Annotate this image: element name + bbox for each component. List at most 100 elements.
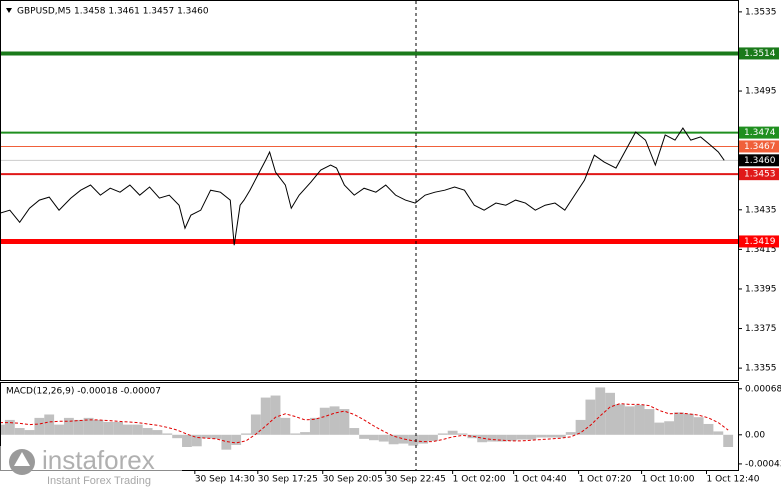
- macd-frame: [0, 382, 739, 471]
- histogram-bar: [683, 413, 694, 435]
- histogram-bar: [624, 406, 635, 435]
- histogram-bar: [44, 414, 55, 435]
- histogram-bar: [221, 434, 232, 450]
- macd-title: MACD(12,26,9) -0.00018 -0.00007: [6, 387, 161, 397]
- histogram-bar: [674, 412, 684, 435]
- histogram-bar: [172, 434, 183, 439]
- logo-tagline: Instant Forex Trading: [47, 475, 151, 487]
- histogram-bar: [546, 434, 556, 438]
- price-tag: [739, 154, 779, 167]
- histogram-bar: [654, 422, 665, 435]
- histogram-bar: [575, 419, 586, 435]
- histogram-bar: [516, 434, 527, 440]
- histogram-bar: [123, 424, 133, 435]
- histogram-bar: [329, 406, 340, 435]
- x-tick-label: 30 Sep 17:25: [258, 475, 318, 485]
- x-tick-label: 30 Sep 22:45: [386, 475, 446, 485]
- histogram-bar: [506, 434, 517, 441]
- histogram-bar: [359, 434, 369, 439]
- histogram-bar: [408, 434, 419, 446]
- histogram-bar: [63, 417, 74, 435]
- histogram-bar: [467, 434, 478, 439]
- histogram-bar: [634, 405, 645, 435]
- histogram-bar: [300, 432, 310, 435]
- price-tag-label: 1.3419: [744, 237, 776, 247]
- menu-triangle: [6, 8, 12, 13]
- histogram-bar: [54, 424, 64, 435]
- histogram-bar: [388, 434, 399, 445]
- histogram-bar: [241, 433, 251, 435]
- histogram-bar: [290, 433, 301, 435]
- histogram-bar: [280, 417, 291, 435]
- histogram-bar: [103, 421, 114, 435]
- histogram-bar: [211, 434, 222, 439]
- price-tag-label: 1.3474: [744, 128, 776, 138]
- price-tag-label: 1.3453: [744, 170, 776, 180]
- histogram-bar: [152, 430, 163, 435]
- x-tick-label: 1 Oct 12:40: [707, 475, 760, 485]
- histogram-bar: [723, 434, 734, 447]
- histogram-bar: [447, 430, 458, 435]
- histogram-bar: [270, 395, 281, 435]
- y-tick-label: 1.3535: [745, 7, 777, 17]
- histogram-bar: [132, 424, 143, 435]
- x-tick-label: 1 Oct 07:20: [579, 475, 632, 485]
- histogram-bar: [585, 399, 596, 435]
- price-tag: [739, 140, 779, 153]
- histogram-bar: [309, 417, 320, 435]
- y-tick-label: 1.3395: [745, 284, 777, 294]
- price-frame: [0, 0, 739, 381]
- histogram-bar: [142, 428, 153, 435]
- histogram-bar: [339, 409, 350, 435]
- price-tag: [739, 47, 779, 60]
- logo-mark-inner: [14, 452, 30, 466]
- histogram-bar: [418, 434, 429, 444]
- histogram-bar: [260, 397, 271, 435]
- histogram-bar: [24, 430, 35, 435]
- price-tag-label: 1.3460: [744, 156, 776, 166]
- histogram-bar: [113, 421, 123, 435]
- price-line: [0, 127, 725, 246]
- price-tag: [739, 235, 779, 248]
- histogram-bar: [4, 419, 15, 435]
- histogram-bar: [605, 392, 615, 435]
- histogram-bar: [555, 434, 566, 438]
- y-tick-label: 1.3375: [745, 324, 777, 334]
- price-panel: 1.3535 1.3495 1.3435 1.3415 1.3395 1.3375 1.33…: [0, 7, 777, 374]
- price-tag-label: 1.3514: [744, 49, 776, 59]
- histogram-bar: [536, 434, 547, 438]
- price-tag: [739, 126, 779, 139]
- histogram-bar: [496, 434, 507, 442]
- histogram-bar: [565, 432, 576, 435]
- histogram-bar: [14, 428, 25, 435]
- histogram-bar: [477, 434, 488, 443]
- y-tick-label: 0.00068: [745, 384, 781, 394]
- y-tick-label: 1.3355: [745, 364, 777, 374]
- y-tick-label: 1.3415: [745, 245, 777, 255]
- histogram-bar: [250, 414, 261, 435]
- signal-line: [0, 403, 729, 444]
- histogram-bar: [693, 417, 704, 435]
- histogram-bar: [428, 434, 438, 441]
- histogram-bar: [369, 434, 379, 441]
- histogram-bar: [349, 428, 360, 435]
- histogram-bar: [713, 431, 724, 435]
- histogram-bar: [83, 417, 94, 435]
- x-tick-label: 1 Oct 10:00: [642, 475, 695, 485]
- price-title: GBPUSD,M5 1.3458 1.3461 1.3457 1.3460: [17, 7, 209, 17]
- price-tag: [739, 168, 779, 181]
- histogram-bar: [487, 434, 497, 442]
- histogram-bar: [664, 421, 675, 435]
- histogram-bar: [398, 434, 409, 444]
- histogram-bar: [319, 407, 330, 435]
- histogram-bar: [162, 433, 173, 435]
- logo: instaforex Instant Forex Trading: [0, 445, 182, 489]
- x-tick-label: 1 Oct 02:00: [453, 475, 506, 485]
- histogram-bar: [595, 387, 606, 435]
- histogram-bar: [182, 434, 192, 447]
- price-tags: 1.3514 1.3474 1.3467 1.3453 1.3419 1.3460: [739, 47, 779, 248]
